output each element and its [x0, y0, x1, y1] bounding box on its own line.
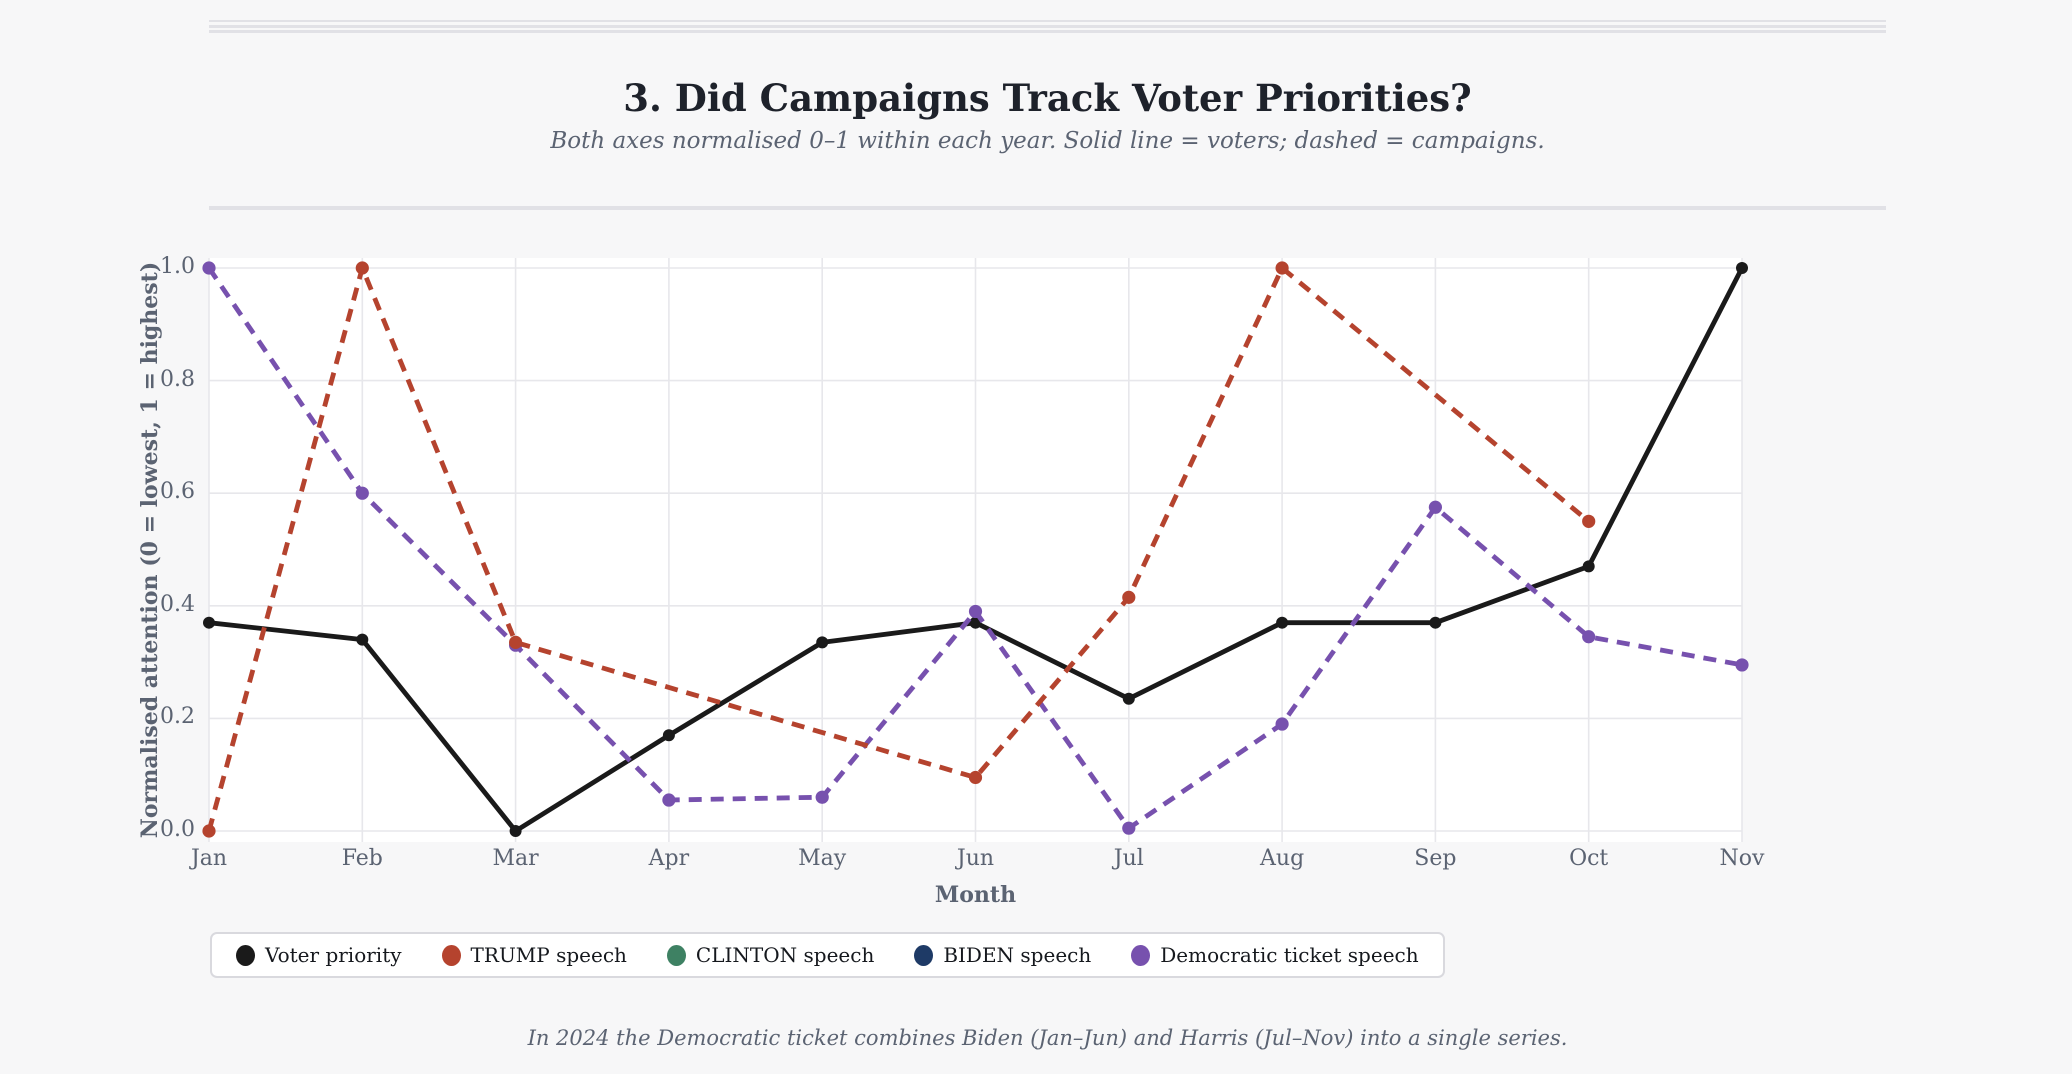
legend-item-clinton-speech: CLINTON speech — [666, 943, 875, 967]
top-decoration-bar — [209, 20, 1886, 33]
data-point-trump-speech — [202, 824, 216, 838]
data-point-democratic-ticket-speech — [202, 261, 216, 275]
x-tick-jun: Jun — [956, 846, 995, 871]
legend: Voter priority TRUMP speech CLINTON speech… — [210, 932, 1445, 978]
x-axis-label: Month — [934, 882, 1017, 908]
x-tick-mar: Mar — [492, 846, 539, 871]
data-point-democratic-ticket-speech — [1275, 717, 1289, 731]
legend-dot-trump-speech — [441, 944, 461, 966]
y-tick-0-8: 0.8 — [160, 366, 195, 392]
x-tick-apr: Apr — [648, 846, 690, 871]
data-point-democratic-ticket-speech — [662, 793, 676, 807]
data-point-trump-speech — [1275, 261, 1289, 275]
data-point-trump-speech — [1122, 590, 1136, 604]
data-point-voter-priority — [1429, 616, 1442, 629]
legend-label-biden-speech: BIDEN speech — [943, 943, 1092, 967]
data-point-voter-priority — [1736, 262, 1748, 274]
header-divider — [209, 206, 1886, 210]
data-point-democratic-ticket-speech — [1122, 821, 1136, 835]
data-point-voter-priority — [1276, 616, 1289, 629]
x-tick-nov: Nov — [1719, 846, 1765, 871]
data-point-trump-speech — [509, 635, 523, 649]
legend-label-clinton-speech: CLINTON speech — [695, 943, 875, 967]
chart-title: 3. Did Campaigns Track Voter Priorities? — [623, 76, 1472, 120]
data-point-voter-priority — [509, 825, 522, 837]
y-tick-0-2: 0.2 — [160, 704, 195, 730]
legend-label-trump-speech: TRUMP speech — [470, 943, 627, 967]
y-tick-1-0: 1.0 — [160, 254, 195, 279]
legend-dot-democratic-ticket-speech — [1131, 944, 1151, 966]
y-axis-label-text: Normalised attention (0 = lowest, 1 = hi… — [137, 261, 163, 839]
data-point-voter-priority — [662, 729, 675, 742]
data-point-voter-priority — [816, 636, 829, 649]
data-point-voter-priority — [203, 616, 215, 629]
top-decoration-bar-stripe — [209, 25, 1886, 28]
data-point-democratic-ticket-speech — [815, 790, 829, 804]
gridlines — [208, 258, 1743, 842]
y-tick-0-6: 0.6 — [160, 479, 195, 505]
data-point-trump-speech — [1582, 514, 1596, 528]
x-tick-jul: Jul — [1113, 846, 1144, 871]
series-trump-speech — [202, 261, 1596, 838]
series-voter-priority — [203, 262, 1748, 837]
y-tick-0-0: 0.0 — [160, 817, 195, 842]
data-point-trump-speech — [968, 770, 983, 785]
legend-item-trump-speech: TRUMP speech — [441, 943, 627, 967]
data-point-democratic-ticket-speech — [355, 486, 369, 500]
x-tick-feb: Feb — [341, 846, 383, 871]
x-tick-sep: Sep — [1414, 846, 1457, 871]
data-point-voter-priority — [1582, 560, 1595, 573]
data-point-democratic-ticket-speech — [968, 604, 983, 619]
data-point-democratic-ticket-speech — [1428, 500, 1442, 514]
data-point-voter-priority — [356, 633, 369, 646]
y-tick-0-4: 0.4 — [160, 591, 195, 617]
x-tick-oct: Oct — [1569, 846, 1609, 871]
legend-dot-biden-speech — [914, 944, 934, 966]
data-point-democratic-ticket-speech — [1582, 630, 1596, 644]
legend-item-democratic-ticket-speech: Democratic ticket speech — [1131, 943, 1419, 967]
data-point-voter-priority — [1122, 692, 1135, 705]
x-tick-may: May — [798, 846, 847, 871]
data-point-trump-speech — [355, 261, 369, 275]
legend-label-voter-priority: Voter priority — [265, 943, 402, 967]
chart-subtitle: Both axes normalised 0–1 within each yea… — [550, 128, 1545, 154]
legend-dot-voter-priority — [236, 944, 255, 966]
plot-area — [202, 258, 1749, 842]
legend-dot-clinton-speech — [666, 944, 686, 966]
x-tick-jan: Jan — [190, 846, 228, 871]
footnote: In 2024 the Democratic ticket combines B… — [527, 1026, 1568, 1050]
legend-label-democratic-ticket-speech: Democratic ticket speech — [1160, 943, 1419, 967]
legend-item-voter-priority: Voter priority — [236, 943, 402, 967]
x-tick-aug: Aug — [1260, 846, 1305, 871]
legend-item-biden-speech: BIDEN speech — [914, 943, 1091, 967]
data-point-democratic-ticket-speech — [1735, 658, 1749, 672]
